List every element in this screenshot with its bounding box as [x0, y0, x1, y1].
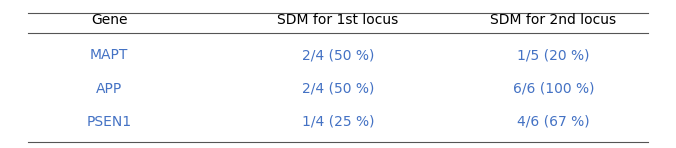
Text: MAPT: MAPT	[90, 48, 128, 62]
Text: SDM for 2nd locus: SDM for 2nd locus	[490, 13, 617, 27]
Text: APP: APP	[96, 82, 122, 95]
Text: 4/6 (67 %): 4/6 (67 %)	[517, 115, 589, 129]
Text: 2/4 (50 %): 2/4 (50 %)	[301, 48, 375, 62]
Text: 1/4 (25 %): 1/4 (25 %)	[301, 115, 375, 129]
Text: 6/6 (100 %): 6/6 (100 %)	[512, 82, 594, 95]
Text: PSEN1: PSEN1	[87, 115, 132, 129]
Text: 1/5 (20 %): 1/5 (20 %)	[517, 48, 589, 62]
Text: Gene: Gene	[91, 13, 127, 27]
Text: 2/4 (50 %): 2/4 (50 %)	[301, 82, 375, 95]
Text: SDM for 1st locus: SDM for 1st locus	[277, 13, 399, 27]
